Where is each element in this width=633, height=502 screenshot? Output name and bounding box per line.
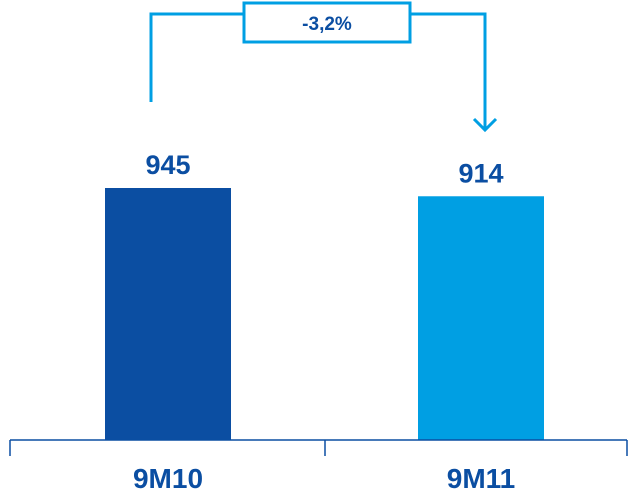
change-label-box (242, 1, 412, 44)
change-arrow-head (472, 117, 498, 133)
change-label: -3,2% (302, 14, 352, 35)
bars-layer: 945 9M10 914 9M11 (105, 150, 544, 494)
category-label-9m11: 9M11 (447, 463, 516, 494)
bar-9m11 (418, 196, 544, 440)
value-label-9m10: 945 (145, 150, 190, 180)
category-label-9m10: 9M10 (133, 463, 203, 494)
bar-9m10 (105, 188, 231, 440)
x-axis-ticks (9, 440, 628, 456)
value-label-9m11: 914 (458, 158, 503, 188)
